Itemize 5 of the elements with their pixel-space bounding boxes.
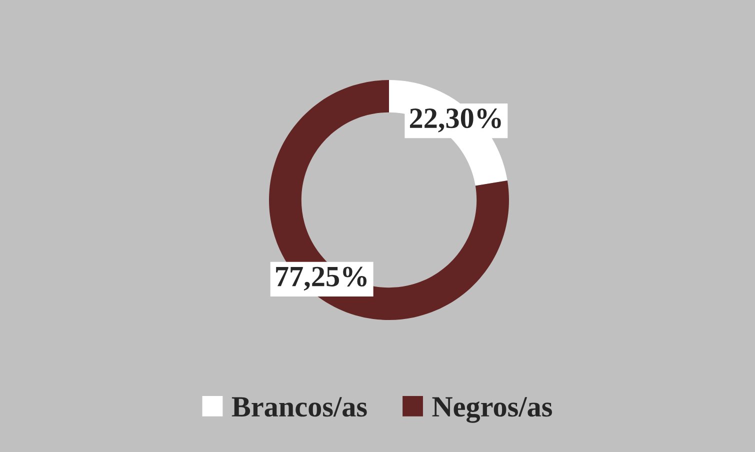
data-label: 77,25% (276, 266, 366, 291)
data-label: 22,30% (410, 108, 501, 132)
donut-slice (269, 80, 509, 320)
legend-label: Negros/as (432, 397, 552, 423)
legend-label: Brancos/as (232, 397, 367, 417)
